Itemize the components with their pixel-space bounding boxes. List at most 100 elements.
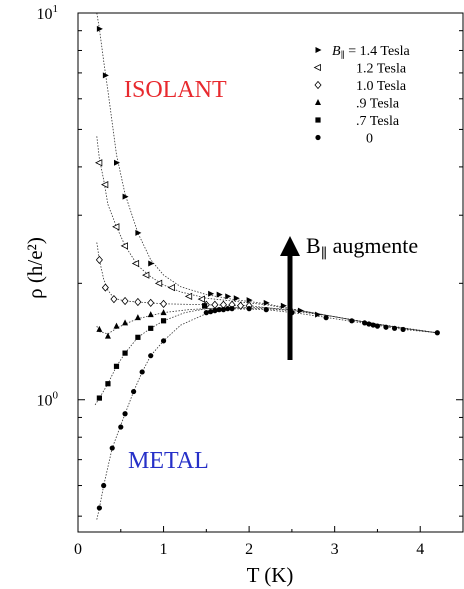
data-point	[263, 299, 270, 306]
data-point	[113, 363, 120, 369]
fit-curve	[94, 307, 438, 406]
data-point	[101, 283, 109, 292]
data-point	[220, 307, 227, 313]
data-point	[383, 324, 389, 330]
data-point	[167, 283, 176, 292]
y-axis-label: ρ (h/e²)	[23, 237, 47, 299]
data-point	[112, 223, 120, 231]
data-point	[105, 381, 111, 387]
data-point	[148, 325, 154, 331]
data-point	[229, 306, 235, 312]
data-point	[109, 445, 115, 451]
y-tick-label: 100	[37, 390, 59, 410]
arrow-label: B∥ augmente	[306, 233, 418, 262]
data-point	[113, 322, 120, 329]
data-point	[160, 299, 168, 308]
data-point	[263, 307, 269, 313]
legend-marker	[314, 80, 322, 90]
data-point	[142, 271, 150, 279]
data-point	[95, 255, 103, 264]
data-point	[160, 318, 167, 324]
data-point	[280, 302, 287, 309]
data-point	[96, 25, 103, 32]
y-tick-exp: 0	[53, 390, 59, 402]
fit-curve	[96, 12, 438, 334]
data-point	[147, 311, 154, 318]
legend-marker	[315, 117, 321, 123]
legend-marker	[313, 63, 321, 72]
data-point	[147, 298, 155, 308]
data-point	[211, 300, 219, 309]
data-point	[131, 388, 137, 395]
legend-prefix: B	[332, 44, 341, 59]
data-point	[134, 297, 142, 307]
data-point	[197, 295, 205, 303]
data-point	[202, 303, 208, 309]
data-point	[370, 322, 376, 328]
metal-annotation: METAL	[128, 448, 209, 474]
data-point	[121, 296, 129, 306]
data-point	[102, 72, 109, 79]
data-point	[120, 242, 128, 250]
legend-label: 0	[366, 132, 373, 147]
legend-first-suffix: = 1.4 Tesla	[345, 44, 411, 59]
data-point	[135, 334, 141, 340]
plot-frame	[77, 12, 464, 533]
data-point	[118, 424, 124, 430]
data-point	[131, 259, 140, 268]
data-point	[246, 297, 253, 304]
data-point	[246, 306, 252, 312]
field-arrow	[280, 236, 300, 360]
data-point	[297, 307, 304, 314]
legend-marker	[315, 99, 321, 105]
data-point	[122, 411, 128, 417]
data-point	[134, 314, 141, 321]
data-point	[114, 159, 120, 166]
data-point	[96, 325, 103, 332]
data-point	[362, 320, 368, 326]
data-point	[110, 295, 118, 304]
data-point	[154, 279, 163, 287]
legend: B∥ = 1.4 Tesla 1.2 Tesla 1.0 Tesla .9 Tesla…	[313, 44, 411, 147]
legend-label: 1.0 Tesla	[356, 79, 407, 94]
data-points	[94, 25, 440, 511]
axis-ticks	[77, 12, 463, 532]
data-point	[208, 309, 214, 315]
x-tick-label: 3	[331, 541, 339, 558]
data-point	[135, 229, 142, 236]
isolant-annotation: ISOLANT	[124, 77, 227, 103]
data-point	[96, 395, 102, 401]
data-point	[216, 291, 223, 298]
data-point	[96, 505, 102, 511]
data-point	[148, 353, 154, 359]
y-tick-base: 10	[37, 393, 53, 410]
data-point	[237, 301, 245, 310]
x-tick-label: 0	[74, 541, 82, 558]
data-point	[184, 292, 193, 301]
data-point	[391, 325, 398, 331]
fit-curve	[96, 308, 438, 520]
data-point	[323, 315, 329, 321]
x-axis-label: T (K)	[247, 563, 294, 587]
legend-label: .9 Tesla	[356, 97, 400, 112]
data-point	[208, 290, 215, 297]
legend-label: B∥ = 1.4 Tesla	[332, 44, 411, 60]
data-point	[434, 330, 440, 336]
data-point	[203, 310, 209, 316]
data-point	[225, 306, 231, 312]
data-point	[225, 293, 232, 300]
legend-subscript: ∥	[341, 50, 345, 60]
data-point	[122, 319, 129, 326]
data-point	[104, 332, 111, 339]
data-point	[212, 308, 218, 314]
data-point	[216, 307, 222, 313]
data-point	[122, 193, 129, 200]
data-point	[374, 323, 381, 329]
legend-marker	[315, 47, 322, 53]
data-point	[400, 326, 406, 333]
x-tick-label: 4	[416, 541, 424, 558]
legend-label: .7 Tesla	[356, 114, 400, 129]
x-tick-label: 1	[160, 541, 168, 558]
